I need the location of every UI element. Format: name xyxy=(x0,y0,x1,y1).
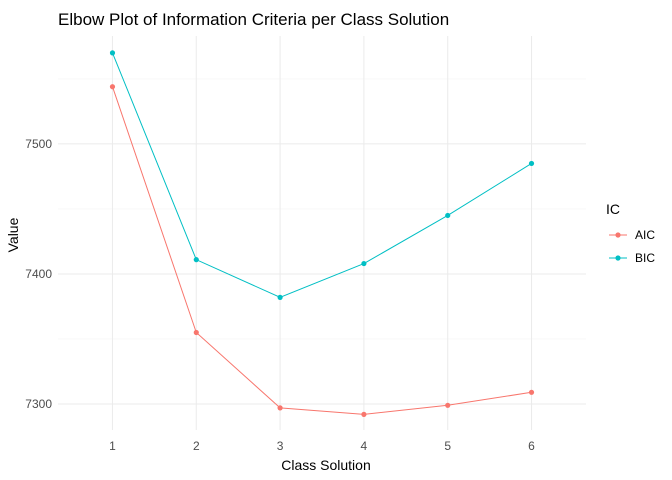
legend-label-aic: AIC xyxy=(635,228,655,242)
y-tick-label: 7500 xyxy=(25,137,52,151)
series-layer xyxy=(109,50,535,417)
y-tick-label: 7400 xyxy=(25,267,52,281)
y-tick-label: 7300 xyxy=(25,397,52,411)
x-tick-label: 4 xyxy=(361,439,368,453)
legend-key-point-bic xyxy=(615,255,621,261)
data-point-aic xyxy=(361,411,367,417)
chart-title: Elbow Plot of Information Criteria per C… xyxy=(58,10,449,29)
x-axis-title: Class Solution xyxy=(281,457,371,473)
data-point-bic xyxy=(528,160,535,167)
x-tick-label: 5 xyxy=(444,439,451,453)
grid xyxy=(58,36,586,430)
data-point-bic xyxy=(361,260,367,267)
legend-title: IC xyxy=(606,201,620,217)
legend: IC AIC BIC xyxy=(606,201,655,265)
x-tick-label: 6 xyxy=(528,439,535,453)
y-axis-title: Value xyxy=(5,217,21,252)
data-point-aic xyxy=(193,329,199,336)
data-point-bic xyxy=(193,257,199,263)
legend-label-bic: BIC xyxy=(635,251,655,265)
data-point-aic xyxy=(528,389,535,395)
data-point-aic xyxy=(109,84,116,90)
data-point-bic xyxy=(277,294,283,300)
series-line-bic xyxy=(112,52,532,298)
series-line-aic xyxy=(112,86,532,415)
data-point-aic xyxy=(277,405,283,411)
legend-key-point-aic xyxy=(615,232,621,238)
data-point-bic xyxy=(109,50,116,56)
x-axis-ticks: 1 2 3 4 5 6 xyxy=(109,439,535,453)
data-point-bic xyxy=(445,212,451,219)
y-axis-ticks: 7300 7400 7500 xyxy=(25,137,52,411)
x-tick-label: 2 xyxy=(193,439,200,453)
x-tick-label: 3 xyxy=(277,439,284,453)
data-point-aic xyxy=(445,402,451,408)
x-tick-label: 1 xyxy=(109,439,116,453)
